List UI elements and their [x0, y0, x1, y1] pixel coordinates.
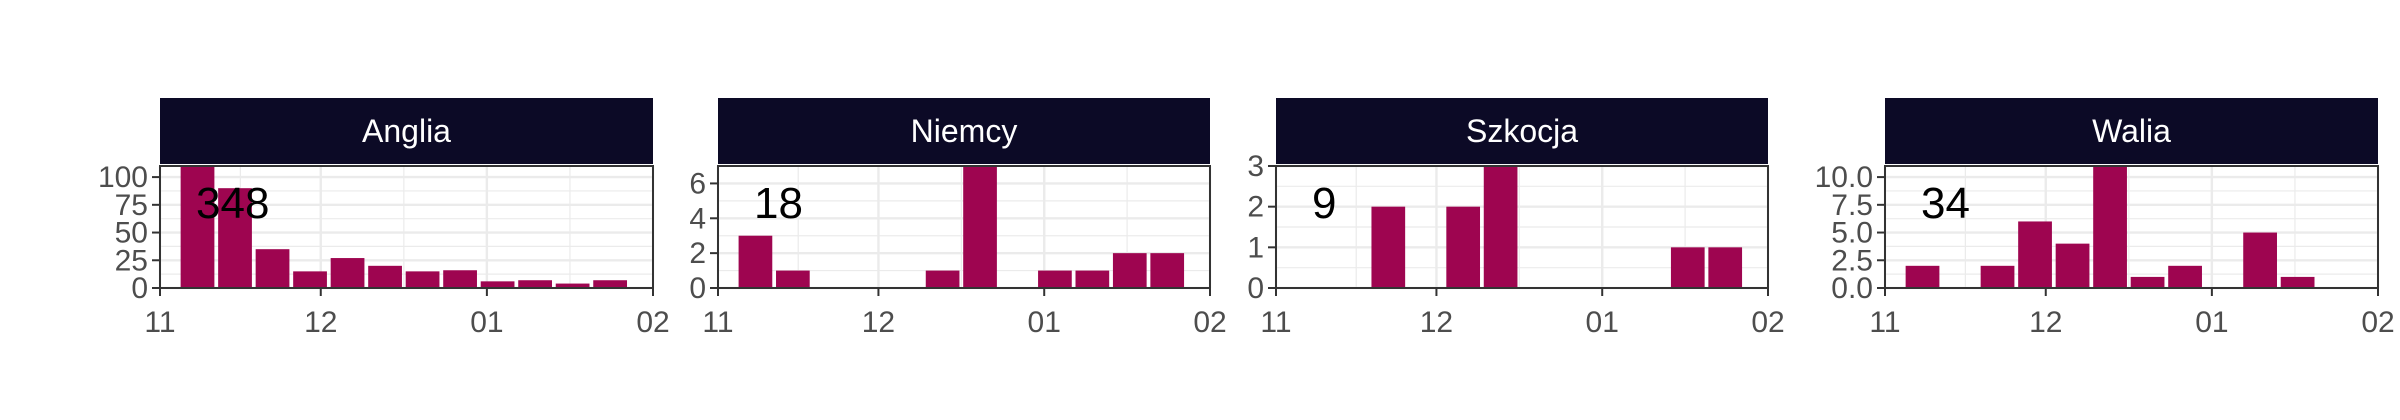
bar: [480, 281, 515, 288]
facet-strip: [1276, 98, 1768, 164]
facet-title: Szkocja: [1466, 113, 1578, 149]
bar: [2130, 276, 2165, 288]
panel-border: [159, 165, 654, 289]
bar: [1150, 253, 1185, 288]
x-tick-label: 01: [1028, 306, 1061, 339]
bar: [1446, 206, 1481, 288]
bar: [2055, 243, 2090, 288]
x-tick-label: 12: [304, 306, 337, 339]
bar: [1708, 247, 1743, 288]
bar: [1371, 206, 1406, 288]
y-tick-label: 0: [131, 272, 148, 305]
bar: [1670, 247, 1705, 288]
bar: [1905, 265, 1940, 288]
x-tick-label: 11: [1260, 306, 1291, 339]
y-tick-label: 0: [1247, 272, 1264, 305]
bar: [1483, 166, 1518, 288]
y-tick-label: 0.0: [1831, 272, 1873, 305]
y-tick-label: 1: [1247, 231, 1264, 264]
total-count-label: 9: [1312, 179, 1336, 228]
y-tick-label: 2: [1247, 191, 1264, 224]
x-tick-label: 11: [1869, 306, 1900, 339]
x-tick-label: 11: [144, 306, 175, 339]
bar: [1075, 270, 1110, 288]
y-tick-label: 4: [689, 202, 706, 235]
x-tick-label: 02: [636, 306, 669, 339]
y-tick-label: 7.5: [1831, 189, 1873, 222]
total-count-label: 348: [196, 179, 269, 228]
facet-walia: Walia 34 0.02.55.07.510.0 11 12 01 02: [1815, 98, 2395, 339]
bar: [368, 265, 402, 288]
total-count-label: 34: [1921, 179, 1970, 228]
bar: [330, 258, 365, 288]
x-tick-label: 02: [2361, 306, 2394, 339]
bar: [1980, 265, 2015, 288]
y-tick-label: 2: [689, 237, 706, 270]
bar: [2093, 166, 2127, 288]
y-tick-label: 10.0: [1815, 161, 1873, 194]
bar: [2280, 276, 2315, 288]
bar: [443, 270, 477, 288]
x-tick-label: 01: [2195, 306, 2228, 339]
facet-title: Walia: [2092, 113, 2171, 149]
x-tick-label: 11: [702, 306, 733, 339]
y-tick-label: 6: [689, 167, 706, 200]
facet-strip: [1885, 98, 2378, 164]
bar: [593, 280, 628, 288]
bar: [776, 270, 810, 288]
x-tick-label: 01: [470, 306, 503, 339]
panel-background: [1885, 166, 2378, 288]
bar: [925, 270, 960, 288]
x-tick-label: 02: [1751, 306, 1784, 339]
y-tick-label: 25: [115, 244, 148, 277]
bar: [293, 271, 327, 288]
panel-border: [1275, 165, 1769, 289]
y-tick-label: 100: [98, 161, 148, 194]
y-tick-label: 5.0: [1831, 217, 1873, 250]
bar: [180, 166, 215, 288]
panel-border: [717, 165, 1211, 289]
bar: [2018, 221, 2052, 288]
facet-strip: [160, 98, 653, 164]
facet-strip: [718, 98, 1210, 164]
y-tick-label: 75: [115, 189, 148, 222]
bar: [963, 166, 997, 288]
total-count-label: 18: [754, 179, 803, 228]
facet-title: Niemcy: [911, 113, 1018, 149]
panel-border: [1884, 165, 2379, 289]
bar: [738, 235, 773, 288]
bar: [218, 188, 252, 288]
bar: [1038, 270, 1072, 288]
bar: [1112, 253, 1147, 288]
bar: [555, 283, 590, 288]
y-tick-label: 3: [1247, 150, 1264, 183]
bar: [2243, 232, 2277, 288]
bar: [405, 271, 440, 288]
x-tick-label: 12: [2029, 306, 2062, 339]
facet-title: Anglia: [362, 113, 451, 149]
y-tick-label: 0: [689, 272, 706, 305]
x-tick-label: 12: [1420, 306, 1453, 339]
bar: [518, 280, 552, 288]
bar: [255, 249, 290, 288]
y-tick-label: 2.5: [1831, 244, 1873, 277]
x-tick-label: 12: [862, 306, 895, 339]
bar: [2168, 265, 2202, 288]
y-tick-label: 50: [115, 217, 148, 250]
x-tick-label: 01: [1586, 306, 1619, 339]
x-tick-label: 02: [1193, 306, 1226, 339]
